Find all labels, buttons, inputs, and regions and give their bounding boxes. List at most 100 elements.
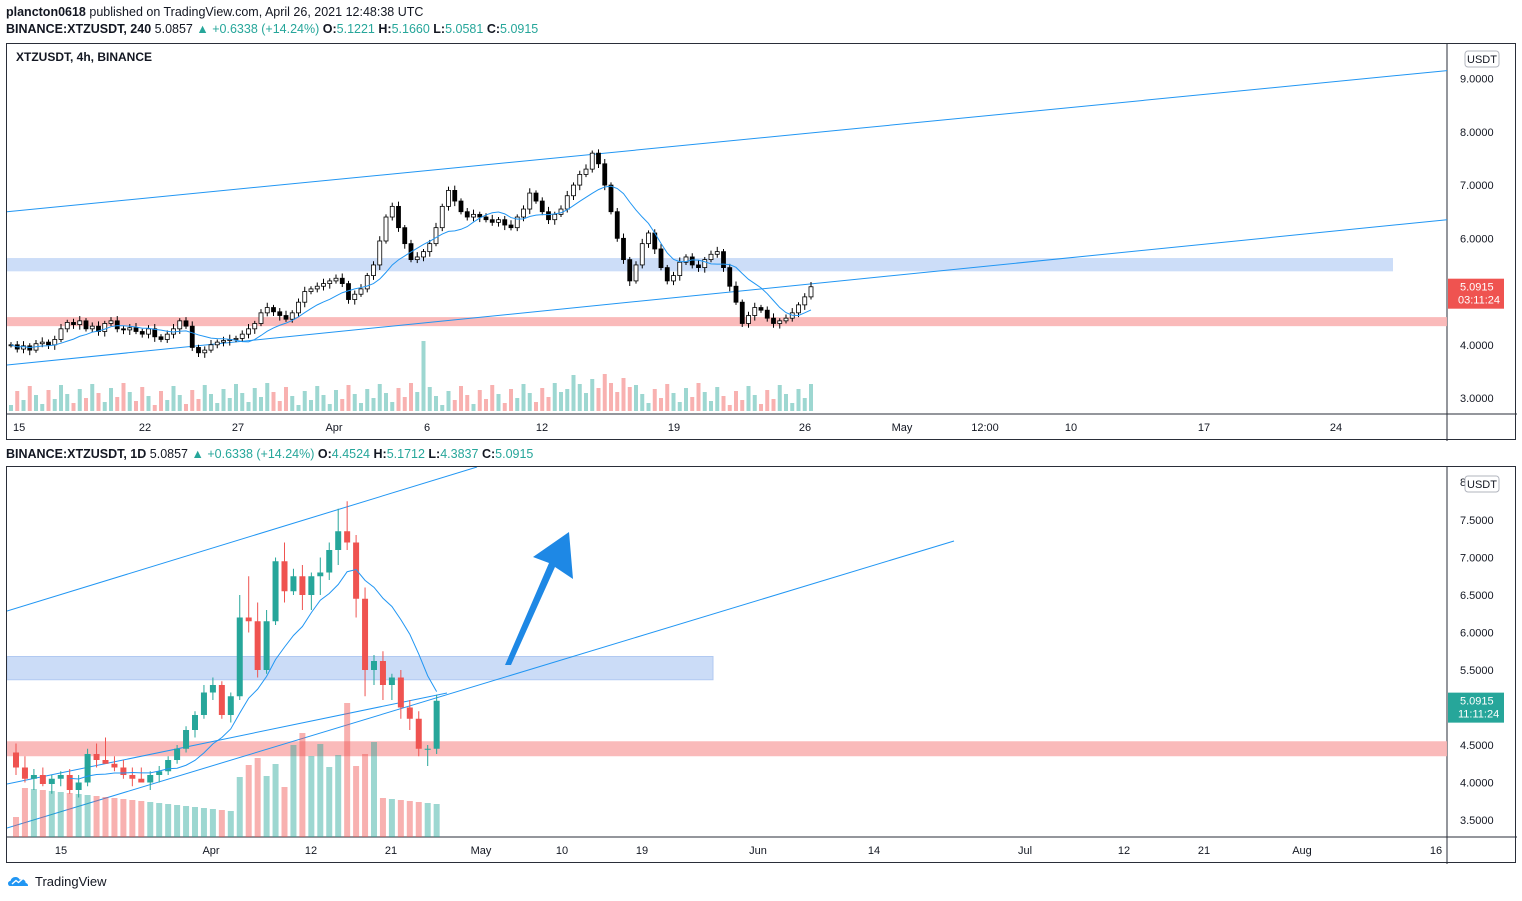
volume-bar — [727, 405, 732, 411]
candle-body — [477, 213, 483, 218]
candle-body — [333, 277, 339, 282]
x-tick-label: 6 — [424, 422, 430, 434]
candle-body — [771, 317, 776, 324]
volume-bar — [615, 392, 620, 411]
candle-body — [272, 561, 279, 622]
candle-body — [489, 219, 495, 223]
x-tick-label: 24 — [1330, 422, 1342, 434]
candle-body — [283, 315, 289, 320]
volume-bar — [48, 791, 55, 837]
candle-body — [200, 692, 207, 715]
volume-bar — [302, 391, 307, 411]
candle-body — [415, 718, 422, 749]
volume-bar — [138, 801, 145, 837]
candle-body — [358, 288, 364, 295]
volume-bar — [93, 796, 100, 837]
volume-bar — [402, 397, 407, 411]
chart-1d-svg[interactable]: 7.5000 7.0000 6.5000 6.0000 5.5000 4.5000 4.00… — [7, 467, 1517, 864]
volume-bar — [290, 745, 297, 837]
volume-bar — [759, 404, 763, 411]
y-tick-label: 4.0000 — [1460, 340, 1494, 352]
volume-bar — [340, 399, 345, 411]
candle-body — [335, 531, 342, 550]
volume-bar — [171, 386, 176, 411]
author-name[interactable]: plancton0618 — [6, 5, 86, 19]
candle-body — [218, 685, 225, 715]
volume-bar — [127, 392, 132, 411]
volume-bar — [174, 805, 181, 837]
x-tick-label: 21 — [385, 845, 397, 857]
chart-4h-svg[interactable]: 9.0000 8.0000 7.0000 6.0000 4.0000 3.0000 USDT… — [7, 44, 1517, 441]
candle-body — [227, 696, 234, 715]
candle-body — [433, 227, 439, 245]
volume-bar — [30, 789, 37, 837]
candle-body — [177, 320, 183, 330]
volume-bar — [296, 405, 301, 411]
x-tick-label: 15 — [55, 845, 67, 857]
candle-body — [502, 219, 508, 226]
candle-body — [577, 174, 583, 186]
candle-body — [152, 328, 158, 338]
tradingview-logo-icon — [8, 877, 28, 886]
volume-bar — [384, 393, 388, 411]
last-price-value: 5.0915 — [1460, 282, 1494, 294]
candle-body — [133, 327, 139, 332]
candle-body — [533, 192, 539, 202]
candle-body — [427, 243, 433, 253]
volume-bar — [109, 388, 113, 411]
volume-bar — [771, 399, 776, 411]
pane2-low: 4.3837 — [440, 447, 479, 461]
volume-bar — [200, 808, 207, 837]
candle-body — [302, 291, 308, 303]
volume-bar — [521, 384, 526, 411]
volume-bar — [120, 799, 127, 837]
candle-body — [377, 240, 383, 266]
tradingview-brand[interactable]: TradingView — [7, 873, 107, 889]
volume-bar — [362, 754, 369, 837]
pane2-symbol[interactable]: BINANCE:XTZUSDT, 1D — [6, 447, 147, 461]
volume-bar — [346, 385, 351, 411]
candle-body — [192, 715, 198, 730]
candle-body — [245, 617, 252, 622]
candle-body — [796, 304, 801, 314]
candle-body — [208, 344, 214, 351]
pane1-symbol[interactable]: BINANCE:XTZUSDT, 240 — [6, 22, 152, 36]
volume-bar — [236, 777, 243, 837]
volume-bar — [634, 385, 638, 411]
up-triangle-icon: ▲ — [191, 447, 204, 461]
chart-pane-1d[interactable]: 7.5000 7.0000 6.5000 6.0000 5.5000 4.5000 4.00… — [6, 466, 1517, 864]
volume-bar — [177, 395, 182, 411]
candle-body — [689, 256, 695, 266]
candle-body — [57, 775, 64, 779]
volume-bar — [39, 790, 46, 837]
volume-bar — [527, 393, 532, 411]
candle-body — [452, 190, 458, 202]
volume-bar — [156, 803, 163, 837]
candle-body — [746, 315, 751, 324]
candle-body — [102, 760, 109, 764]
pane1-change: +0.6338 (+14.24%) — [212, 22, 320, 36]
lower-trendline — [7, 540, 955, 829]
volume-bar — [646, 403, 651, 411]
volume-bar — [440, 405, 445, 411]
chart-pane-4h[interactable]: 9.0000 8.0000 7.0000 6.0000 4.0000 3.0000 USDT… — [6, 43, 1517, 441]
candle-body — [602, 163, 608, 186]
volume-bar — [284, 387, 288, 411]
candle-body — [127, 327, 133, 331]
y-tick-label: 9.0000 — [1460, 74, 1494, 86]
pane1-high: 5.1660 — [391, 22, 430, 36]
volume-bar — [344, 703, 351, 837]
candle-body — [64, 322, 70, 330]
x-tick-label: 14 — [868, 845, 880, 857]
candle-body — [802, 296, 808, 306]
volume-bar — [584, 393, 588, 411]
pane2-high: 5.1712 — [386, 447, 425, 461]
candle-body — [702, 259, 708, 269]
y-tick-label: 6.0000 — [1460, 628, 1494, 640]
volume-bar — [540, 388, 545, 411]
volume-bar — [259, 397, 263, 411]
volume-bar — [752, 395, 757, 411]
candle-body — [721, 251, 726, 269]
pane1-low-label: L: — [433, 22, 446, 36]
volume-bar — [379, 798, 386, 837]
